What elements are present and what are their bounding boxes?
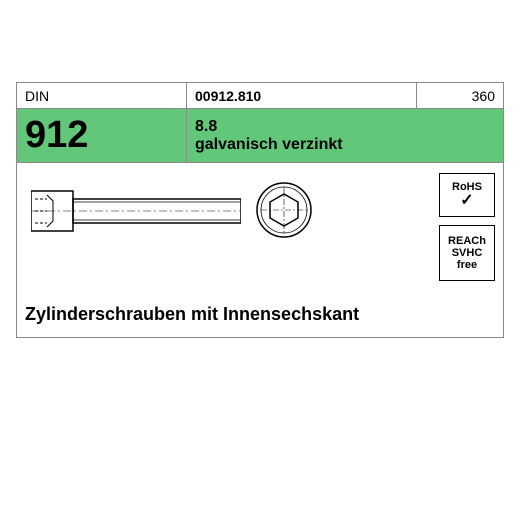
- strength-class: 8.8: [195, 118, 503, 136]
- product-spec-card: DIN 00912.810 360 912 8.8 galvanisch ver…: [16, 82, 504, 338]
- product-title: Zylinderschrauben mit Innensechskant: [25, 304, 359, 325]
- reach-line3: free: [457, 259, 477, 271]
- rohs-badge: RoHS ✓: [439, 173, 495, 217]
- screw-side-drawing: [31, 185, 241, 237]
- compliance-badges: RoHS ✓ REACh SVHC free: [439, 173, 495, 281]
- hex-front-drawing: [255, 181, 313, 239]
- content-area: RoHS ✓ REACh SVHC free Zylinderschrauben…: [17, 163, 503, 337]
- standard-label: DIN: [17, 83, 187, 108]
- ref-number: 360: [417, 83, 503, 108]
- spec-details: 8.8 galvanisch verzinkt: [187, 109, 503, 162]
- header-row: DIN 00912.810 360: [17, 83, 503, 109]
- reach-badge: REACh SVHC free: [439, 225, 495, 281]
- reach-line1: REACh: [448, 235, 486, 247]
- reach-line2: SVHC: [452, 247, 483, 259]
- spec-row: 912 8.8 galvanisch verzinkt: [17, 109, 503, 163]
- finish: galvanisch verzinkt: [195, 136, 503, 154]
- check-icon: ✓: [460, 193, 473, 209]
- product-code: 00912.810: [187, 83, 417, 108]
- din-number: 912: [17, 109, 187, 162]
